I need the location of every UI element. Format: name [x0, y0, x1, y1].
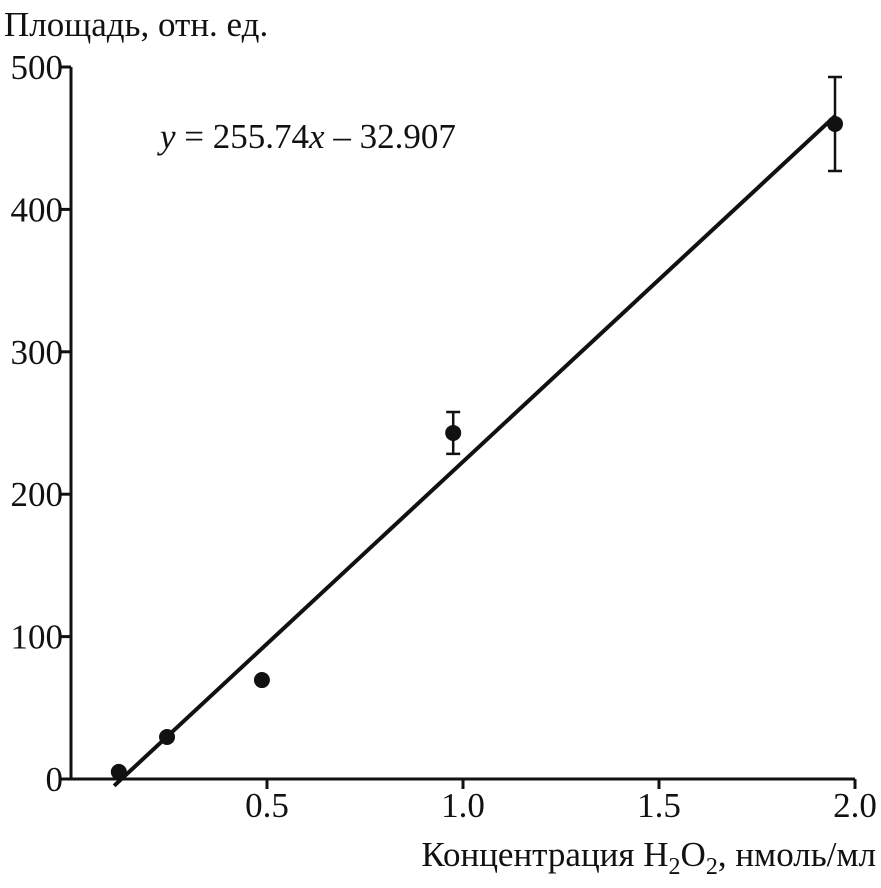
- x-axis-title: Концентрация H2O2, нмоль/мл: [421, 835, 876, 880]
- equation: y = 255.74x – 32.907: [157, 117, 456, 156]
- fit-line: [112, 114, 837, 788]
- x-title-part: 2: [669, 854, 681, 880]
- y-tick-label: 500: [11, 48, 64, 87]
- x-title-part: 2: [706, 854, 718, 880]
- data-point: [110, 763, 127, 780]
- x-title-part: O: [681, 835, 706, 874]
- equation-part: y: [157, 117, 176, 156]
- y-tick-label: 200: [11, 475, 64, 514]
- x-tick-label: 0.5: [245, 786, 289, 825]
- data-point: [159, 728, 176, 745]
- data-point: [445, 424, 462, 441]
- y-tick-label: 300: [11, 333, 64, 372]
- x-tick-label: 1.5: [637, 786, 681, 825]
- x-title-part: , нмоль/мл: [718, 835, 876, 874]
- data-point: [253, 672, 270, 689]
- x-title-part: Концентрация H: [421, 835, 668, 874]
- equation-part: x: [308, 117, 325, 156]
- y-axis-title: Площадь, отн. ед.: [4, 5, 268, 44]
- y-tick-label: 0: [46, 760, 64, 799]
- equation-part: – 32.907: [325, 117, 456, 156]
- data-point: [827, 115, 844, 132]
- y-tick-label: 100: [11, 618, 64, 657]
- equation-part: = 255.74: [176, 117, 310, 156]
- x-tick-label: 1.0: [441, 786, 485, 825]
- y-tick-label: 400: [11, 190, 64, 229]
- x-tick-label: 2.0: [833, 786, 877, 825]
